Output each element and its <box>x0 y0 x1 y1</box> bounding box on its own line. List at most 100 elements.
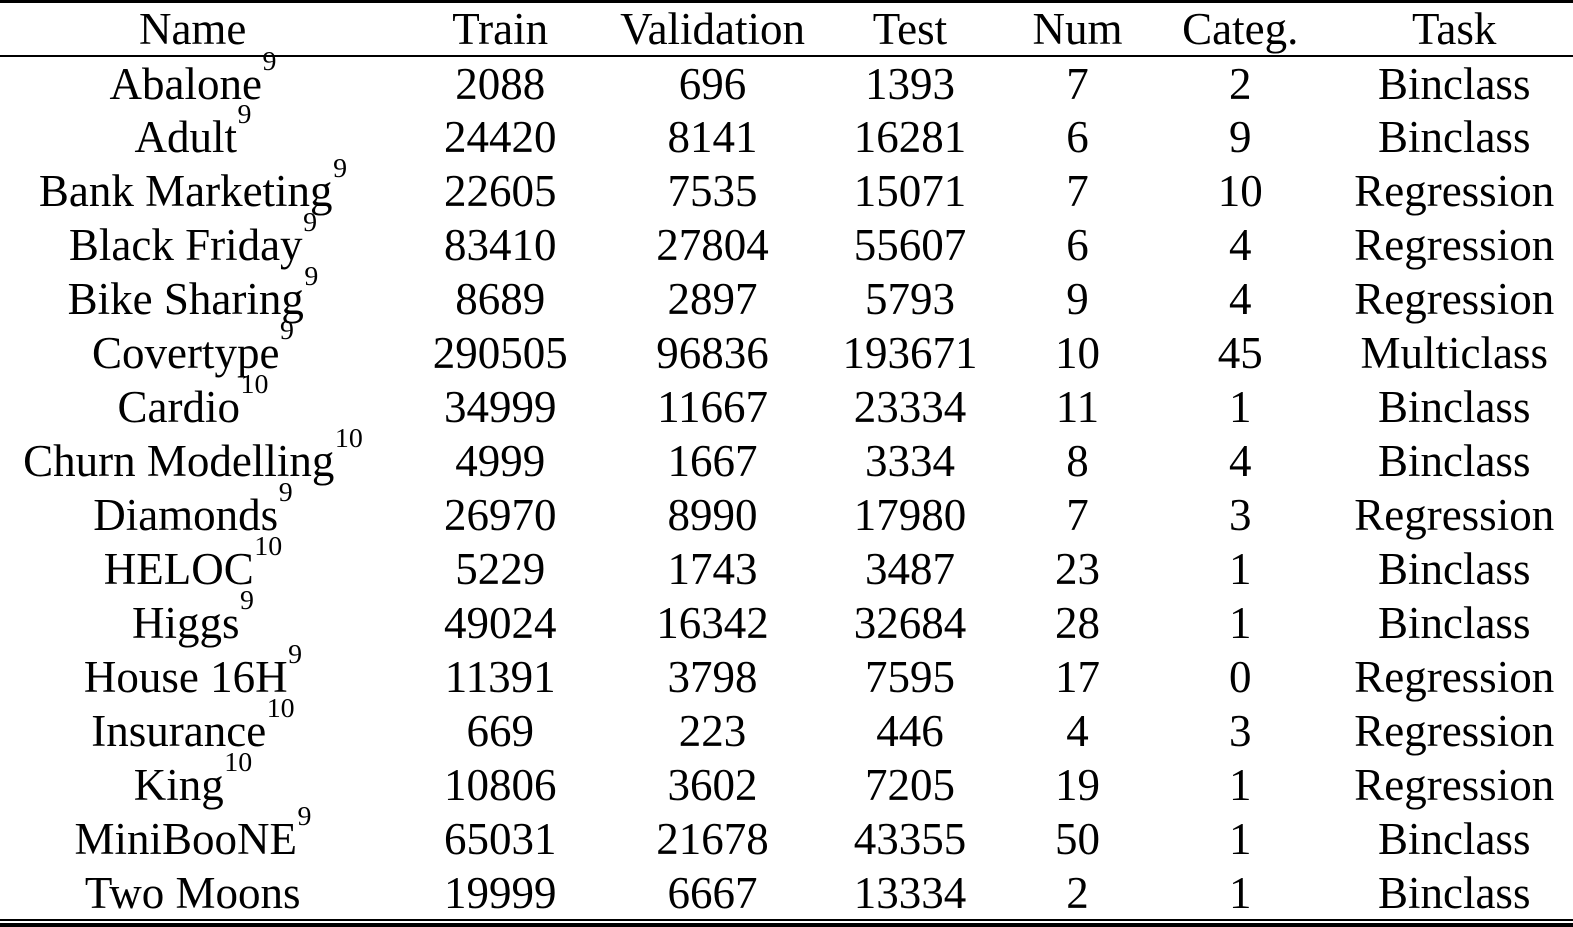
train-cell: 5229 <box>455 544 546 594</box>
num-cell: 7 <box>1066 166 1089 216</box>
test-cell: 3334 <box>864 436 955 486</box>
num-cell: 6 <box>1066 112 1089 162</box>
column-header-train: Train <box>385 3 616 57</box>
num-cell: 19 <box>1054 760 1100 810</box>
test-cell: 446 <box>876 706 944 756</box>
task-cell: Binclass <box>1377 58 1531 109</box>
table-row: House 16H9 11391 3798 7595 17 0 Regression <box>0 641 1573 704</box>
num-cell: 17 <box>1054 652 1100 702</box>
test-cell: 3487 <box>864 544 955 594</box>
dataset-name: Abalone <box>109 58 262 109</box>
train-cell: 83410 <box>443 220 557 270</box>
column-header-num: Num <box>1009 3 1146 57</box>
table-row: Two Moons 19999 6667 13334 2 1 Binclass <box>0 866 1573 920</box>
test-cell: 13334 <box>853 867 967 918</box>
categ-cell: 45 <box>1217 328 1263 378</box>
dataset-name-cell: Bike Sharing9 <box>0 263 385 326</box>
dataset-name-cell: King10 <box>0 749 385 812</box>
num-cell: 50 <box>1054 814 1100 864</box>
train-cell: 4999 <box>455 436 546 486</box>
categ-cell: 1 <box>1229 760 1252 810</box>
num-cell: 7 <box>1066 490 1089 540</box>
train-cell: 49024 <box>443 598 557 648</box>
dataset-name-cell: House 16H9 <box>0 641 385 704</box>
train-cell: 34999 <box>443 382 557 432</box>
table-row: HELOC10 5229 1743 3487 23 1 Binclass <box>0 533 1573 596</box>
validation-cell: 6667 <box>667 867 758 918</box>
train-cell: 10806 <box>443 760 557 810</box>
dataset-name: Diamonds <box>93 490 279 540</box>
dataset-name-cell: Bank Marketing9 <box>0 155 385 218</box>
validation-cell: 96836 <box>656 328 769 378</box>
footnote-ref: 10 <box>224 747 253 779</box>
test-cell: 32684 <box>853 598 967 648</box>
footnote-ref: 9 <box>278 477 293 509</box>
test-cell: 43355 <box>853 814 967 864</box>
categ-cell: 9 <box>1229 112 1252 162</box>
dataset-name: Higgs <box>131 598 240 648</box>
dataset-name: Churn Modelling <box>23 436 335 486</box>
dataset-name: House 16H <box>83 652 288 702</box>
validation-cell: 8141 <box>667 112 758 162</box>
num-cell: 23 <box>1054 544 1100 594</box>
num-cell: 2 <box>1066 867 1089 918</box>
datasets-table: Name Train Validation Test Num Categ. Ta… <box>0 3 1573 921</box>
footnote-ref: 9 <box>237 99 252 131</box>
categ-cell: 2 <box>1229 58 1252 109</box>
test-cell: 16281 <box>853 112 967 162</box>
footnote-ref: 10 <box>254 531 283 563</box>
dataset-name: Black Friday <box>68 220 303 270</box>
task-cell: Binclass <box>1377 382 1531 432</box>
validation-cell: 16342 <box>656 598 769 648</box>
task-cell: Binclass <box>1377 867 1531 918</box>
table-row: Abalone9 2088 696 1393 7 2 Binclass <box>0 48 1573 110</box>
validation-cell: 3602 <box>667 760 758 810</box>
test-cell: 15071 <box>853 166 967 216</box>
column-header-validation: Validation <box>615 3 811 57</box>
task-cell: Multiclass <box>1360 328 1548 378</box>
table-row: Black Friday9 83410 27804 55607 6 4 Regression <box>0 209 1573 272</box>
train-cell: 65031 <box>443 814 557 864</box>
categ-cell: 3 <box>1229 490 1252 540</box>
dataset-name: Bank Marketing <box>38 166 333 216</box>
footnote-ref: 9 <box>333 153 348 185</box>
column-header-test: Test <box>810 3 1010 57</box>
table-row: Bike Sharing9 8689 2897 5793 9 4 Regression <box>0 263 1573 326</box>
num-cell: 9 <box>1066 274 1089 324</box>
dataset-name: HELOC <box>103 544 254 594</box>
dataset-name-cell: Insurance10 <box>0 695 385 758</box>
categ-cell: 1 <box>1229 382 1252 432</box>
task-cell: Regression <box>1354 166 1555 216</box>
table-row: Covertype9 290505 96836 193671 10 45 Multiclas… <box>0 317 1573 380</box>
validation-cell: 3798 <box>667 652 758 702</box>
column-header-name: Name <box>0 3 386 57</box>
train-cell: 19999 <box>443 867 557 918</box>
dataset-name-cell: Black Friday9 <box>0 209 385 272</box>
dataset-name: Adult <box>134 112 237 162</box>
dataset-name-cell: Diamonds9 <box>0 479 385 542</box>
categ-cell: 1 <box>1229 544 1252 594</box>
table-row: Churn Modelling10 4999 1667 3334 8 4 Binclass <box>0 425 1573 488</box>
footnote-ref: 9 <box>262 45 277 77</box>
test-cell: 55607 <box>853 220 967 270</box>
table-row: Bank Marketing9 22605 7535 15071 7 10 Regressi… <box>0 155 1573 218</box>
footnote-ref: 9 <box>297 801 312 833</box>
dataset-name: Cardio <box>117 382 240 432</box>
dataset-name: Two Moons <box>84 867 301 918</box>
header-row: Name Train Validation Test Num Categ. Ta… <box>0 3 1573 57</box>
categ-cell: 1 <box>1229 598 1252 648</box>
validation-cell: 1667 <box>667 436 758 486</box>
task-cell: Binclass <box>1377 436 1531 486</box>
num-cell: 4 <box>1066 706 1089 756</box>
footnote-ref: 9 <box>288 639 303 671</box>
categ-cell: 10 <box>1217 166 1263 216</box>
validation-cell: 7535 <box>667 166 758 216</box>
test-cell: 1393 <box>864 58 955 109</box>
task-cell: Binclass <box>1377 544 1531 594</box>
validation-cell: 8990 <box>667 490 758 540</box>
dataset-name-cell: Adult9 <box>0 101 385 164</box>
task-cell: Regression <box>1354 490 1555 540</box>
test-cell: 23334 <box>853 382 967 432</box>
categ-cell: 0 <box>1229 652 1252 702</box>
